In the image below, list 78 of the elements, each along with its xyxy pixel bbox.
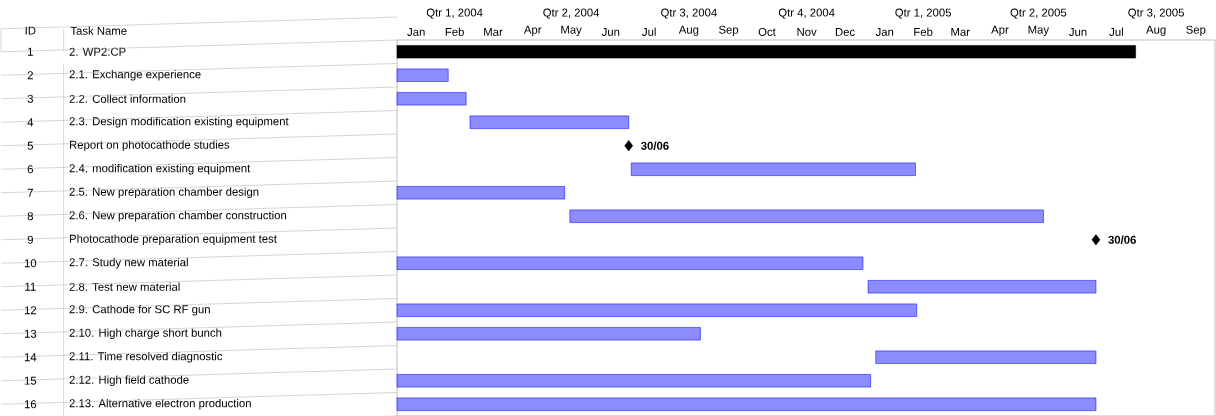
x-tick-label: May [1028, 25, 1050, 36]
bar [875, 350, 1097, 364]
data-label: 30/06 [641, 141, 669, 150]
y-tick-label: 2. WP2:CP [69, 47, 126, 56]
bar [469, 115, 629, 129]
bar [396, 92, 467, 106]
x-tick-label: Feb [914, 27, 933, 36]
text: 4 [27, 118, 34, 127]
x2-tick-label: Qtr 3, 2004 [661, 8, 717, 19]
text: 10 [24, 259, 37, 268]
y-tick-label: 2.5. New preparation chamber design [69, 187, 259, 199]
bar [396, 397, 1097, 411]
x-tick-label: Aug [1146, 25, 1166, 36]
y-tick-label: 2.11. Time resolved diagnostic [69, 351, 223, 363]
x2-tick-label: Qtr 3, 2005 [1128, 8, 1184, 19]
x-tick-label: Nov [797, 28, 817, 36]
x2-tick-label: Qtr 1, 2004 [426, 8, 483, 19]
x-tick-label: Dec [835, 28, 855, 36]
x-tick-label: Jul [1109, 27, 1123, 36]
bar [396, 68, 449, 82]
x-tick-label: Jun [1069, 28, 1087, 36]
x2-tick-label: Qtr 2, 2005 [1010, 8, 1067, 19]
x-tick-label: Jan [875, 28, 894, 36]
text: 2 [27, 71, 33, 80]
bar [396, 256, 864, 270]
text: 16 [24, 400, 37, 409]
text: 13 [24, 329, 37, 338]
y-tick-label: 2.6. New preparation chamber construction [69, 210, 287, 222]
bar [631, 162, 916, 176]
text: 6 [27, 165, 34, 174]
bar [867, 280, 1097, 294]
text: 7 [27, 188, 33, 197]
x-tick-label: Apr [991, 25, 1009, 36]
text: 8 [27, 212, 34, 221]
x-tick-label: Sep [1186, 25, 1206, 36]
y-tick-label: 2.7. Study new material [69, 257, 188, 269]
y-tick-label: Photocathode preparation equipment test [69, 234, 277, 246]
y-tick-label: 2.10. High charge short bunch [69, 328, 222, 340]
y-axis-title: Task Name [70, 26, 127, 35]
y-tick-label: 2.1. Exchange experience [69, 69, 201, 81]
x-tick-label: Jul [642, 27, 656, 36]
y-tick-label: 2.9. Cathode for SC RF gun [69, 304, 210, 316]
y-tick-label: 2.3. Design modification existing equipment [69, 116, 289, 128]
x-tick-label: May [561, 25, 582, 36]
x-tick-label: Feb [445, 27, 464, 36]
x-tick-label: Jan [407, 28, 425, 36]
bar [396, 45, 1136, 59]
x-tick-label: Aug [678, 25, 699, 36]
bar [396, 374, 871, 388]
y-tick-label: 2.8. Test new material [69, 282, 180, 291]
x-tick-label: Jun [601, 28, 620, 36]
x-tick-label: Sep [719, 25, 739, 36]
x-tick-label: Mar [484, 28, 503, 36]
text: 11 [25, 282, 36, 291]
bar [396, 186, 565, 200]
y-tick-label: 2.4. modification existing equipment [69, 163, 251, 175]
text: 9 [27, 235, 33, 244]
x-tick-label: Apr [523, 25, 542, 36]
y-tick-label: 2.13. Alternative electron production [69, 398, 251, 410]
text: 15 [24, 376, 37, 385]
bar [396, 327, 701, 341]
text: 1 [28, 47, 33, 56]
text: 5 [27, 141, 34, 150]
y-tick-label: Report on photocathode studies [69, 140, 230, 152]
x-tick-label: Oct [758, 27, 776, 36]
y-tick-label: 2.2. Collect information [69, 94, 186, 103]
data-label: 30/06 [1108, 235, 1136, 244]
bar [396, 303, 918, 317]
text: 14 [24, 353, 37, 362]
x2-tick-label: Qtr 2, 2004 [543, 8, 600, 19]
bar [569, 209, 1044, 223]
text: 12 [24, 306, 37, 315]
y-tick-label: 2.12. High field cathode [69, 375, 189, 387]
x2-tick-label: Qtr 1, 2005 [895, 8, 952, 19]
x-tick-label: Mar [951, 28, 970, 36]
x2-tick-label: Qtr 4, 2004 [778, 8, 835, 19]
text: ID [25, 26, 36, 35]
text: 3 [27, 94, 34, 103]
